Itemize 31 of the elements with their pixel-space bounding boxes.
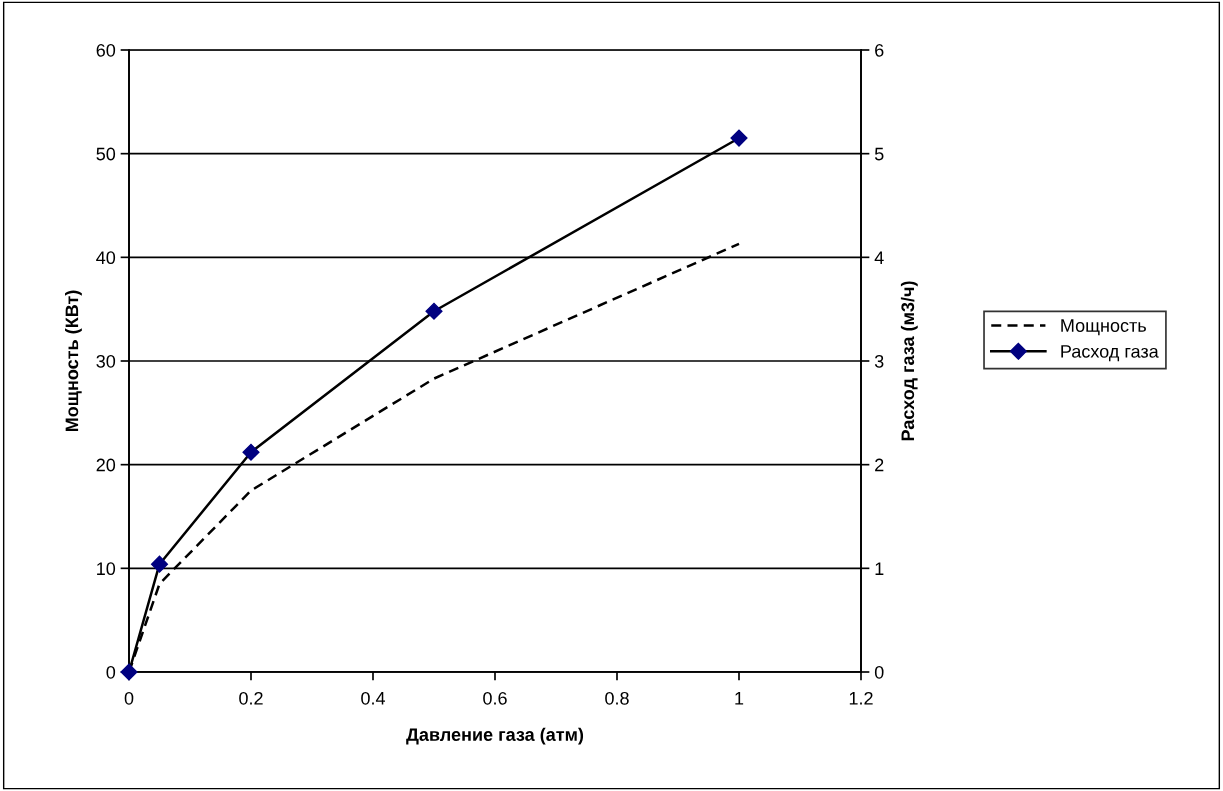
y-tick-label: 30 (96, 354, 116, 368)
x-tick-label: 0.2 (239, 691, 263, 705)
x-tick-label: 1.2 (849, 691, 873, 705)
x-tick-label: 0.8 (605, 691, 629, 705)
y-axis-title: Мощность (КВт) (65, 290, 82, 432)
y-tick-label: 40 (96, 251, 116, 265)
y-tick-label: 60 (96, 43, 116, 57)
y2-tick-label: 0 (874, 665, 884, 679)
y2-tick-label: 2 (875, 458, 884, 472)
y-tick-label: 0 (106, 665, 116, 679)
y-tick-label: 10 (97, 562, 116, 576)
x-tick-label: 1 (735, 692, 744, 705)
point (425, 302, 443, 320)
y2-tick-label: 6 (875, 43, 884, 57)
legend-label: Мощность (1061, 319, 1146, 336)
point (730, 129, 748, 147)
point (120, 663, 138, 681)
y2-tick-label: 4 (874, 251, 884, 264)
y2-tick-label: 3 (874, 354, 884, 368)
y-tick-label: 20 (96, 458, 116, 472)
x-axis-title: Давление газа (атм) (406, 727, 584, 745)
y2-tick-label: 1 (875, 562, 884, 575)
x-tick-label: 0 (124, 691, 134, 705)
point (150, 555, 169, 573)
point (242, 443, 260, 461)
y2-tick-label: 5 (874, 147, 884, 161)
x-tick-label: 0.6 (483, 691, 507, 705)
y-tick-label: 50 (96, 147, 116, 161)
x-tick-label: 0.4 (361, 691, 386, 705)
y2-axis-title: Расход газа (м3/ч) (900, 281, 918, 441)
legend-label: Расход газа (1061, 345, 1159, 362)
